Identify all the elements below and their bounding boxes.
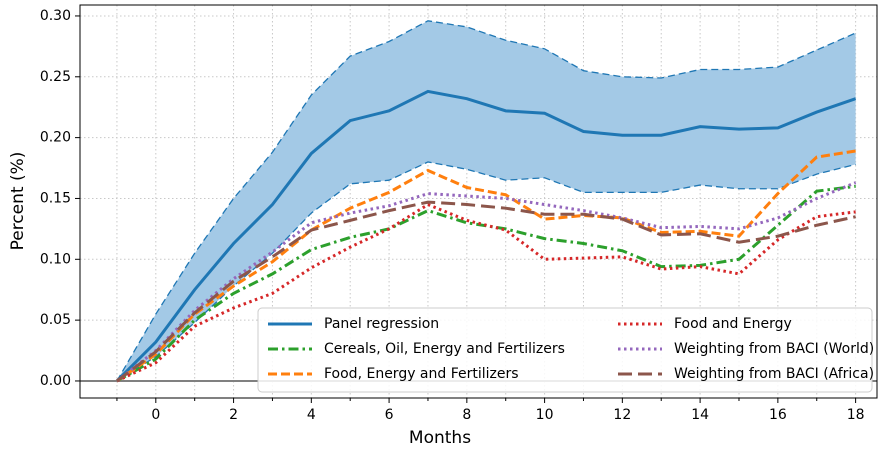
x-tick-label: 12: [613, 407, 631, 423]
x-tick-label: 2: [229, 407, 238, 423]
y-tick-label: 0.25: [40, 69, 71, 85]
legend-label: Weighting from BACI (World): [674, 341, 874, 357]
x-tick-label: 10: [536, 407, 554, 423]
y-tick-label: 0.30: [40, 8, 71, 24]
x-tick-label: 16: [769, 407, 787, 423]
series-line: [116, 181, 857, 383]
x-tick-label: 6: [385, 407, 394, 423]
y-tick-label: 0.05: [40, 312, 71, 328]
series-line: [116, 200, 856, 383]
legend-label: Food and Energy: [674, 316, 792, 332]
y-axis-label: Percent (%): [8, 152, 28, 251]
y-tick-label: 0.10: [40, 251, 71, 267]
legend-box: [257, 307, 873, 393]
series-line: [116, 149, 856, 383]
x-tick-label: 0: [151, 407, 160, 423]
x-axis-label: Months: [409, 428, 471, 448]
legend-label: Weighting from BACI (Africa): [674, 366, 874, 382]
y-tick-label: 0.15: [40, 190, 71, 206]
x-tick-label: 18: [847, 407, 865, 423]
series-line: [115, 89, 857, 383]
legend-label: Food, Energy and Fertilizers: [324, 366, 519, 382]
legend-label: Panel regression: [324, 316, 439, 332]
series-line: [116, 184, 856, 383]
legend-label: Cereals, Oil, Energy and Fertilizers: [324, 341, 565, 357]
x-tick-label: 14: [691, 407, 709, 423]
x-tick-label: 8: [462, 407, 471, 423]
band-upper: [116, 20, 856, 382]
x-tick-label: 4: [307, 407, 316, 423]
confidence-band: [116, 20, 856, 381]
series-line: [116, 202, 856, 383]
y-tick-label: 0.20: [40, 130, 71, 146]
y-tick-label: 0.00: [40, 373, 71, 389]
legend: Panel regression Cereals, Oil, Energy and…: [257, 307, 874, 393]
plot-frame: [79, 4, 878, 399]
